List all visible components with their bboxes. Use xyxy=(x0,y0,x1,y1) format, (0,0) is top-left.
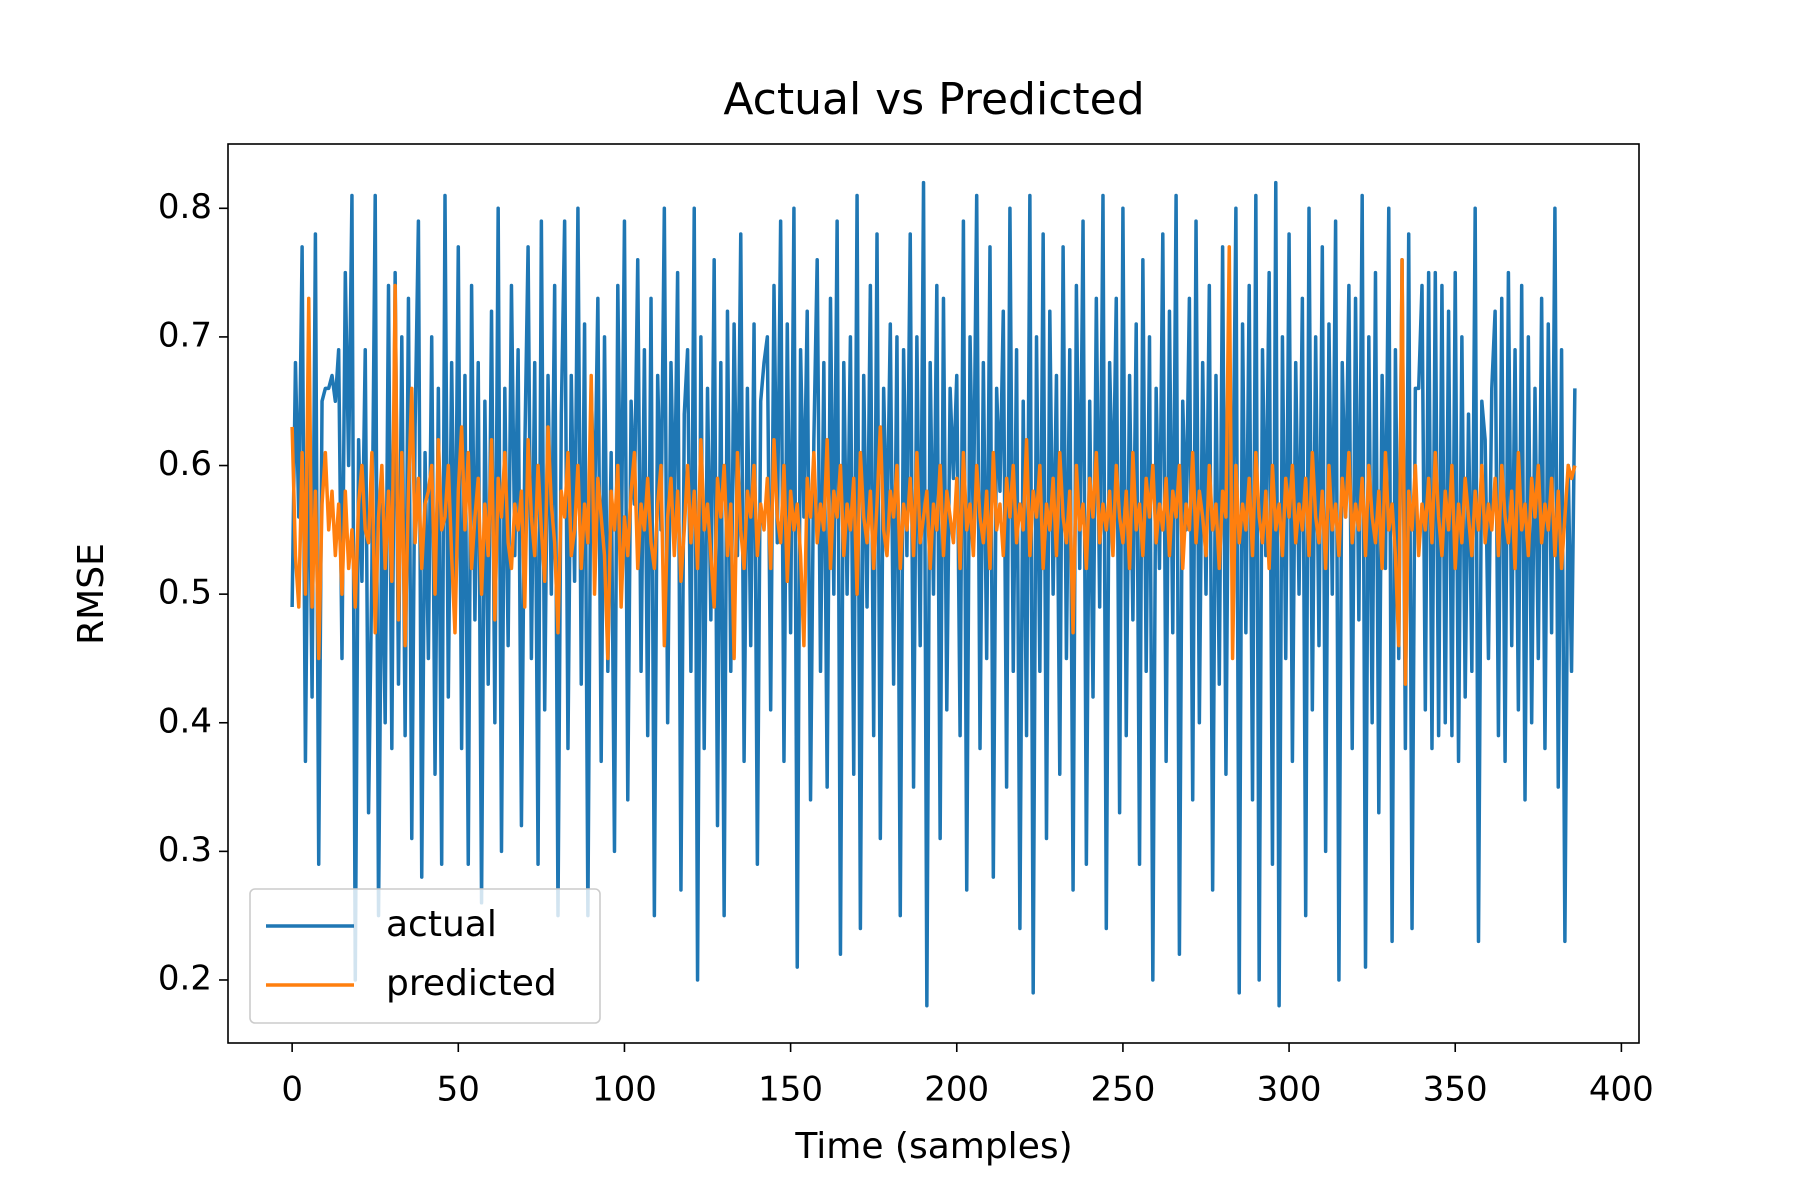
x-tick-label: 50 xyxy=(437,1070,480,1110)
y-tick-label: 0.8 xyxy=(158,187,212,227)
x-tick-label: 150 xyxy=(758,1070,823,1110)
x-tick-label: 350 xyxy=(1423,1070,1488,1110)
x-tick-label: 0 xyxy=(281,1070,303,1110)
legend-box xyxy=(249,888,601,1024)
x-tick-label: 300 xyxy=(1257,1070,1322,1110)
y-tick-label: 0.2 xyxy=(158,958,212,998)
x-tick-label: 400 xyxy=(1589,1070,1654,1110)
x-tick-label: 200 xyxy=(924,1070,989,1110)
legend-label: predicted xyxy=(386,963,557,1004)
y-tick-label: 0.6 xyxy=(158,444,212,484)
legend-label: actual xyxy=(386,904,497,945)
x-axis-label: Time (samples) xyxy=(794,1126,1072,1167)
y-tick-label: 0.3 xyxy=(158,830,212,870)
chart-title: Actual vs Predicted xyxy=(723,74,1144,125)
x-tick-label: 100 xyxy=(592,1070,657,1110)
y-axis-label: RMSE xyxy=(71,543,112,645)
y-tick-label: 0.7 xyxy=(158,315,212,355)
series-line xyxy=(290,245,1577,686)
y-tick-label: 0.4 xyxy=(158,701,212,741)
x-tick-label: 250 xyxy=(1090,1070,1155,1110)
y-tick-label: 0.5 xyxy=(158,573,212,613)
plot-frame xyxy=(227,143,1640,1044)
